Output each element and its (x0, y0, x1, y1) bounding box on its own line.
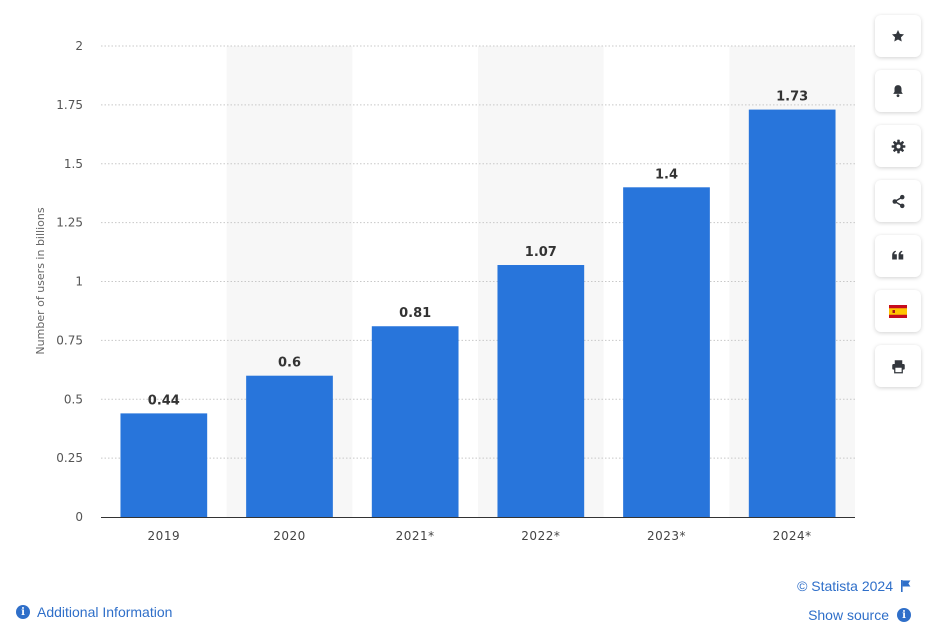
data-label: 0.81 (399, 306, 431, 321)
x-tick-label: 2023* (647, 529, 686, 543)
info-icon: i (16, 605, 30, 619)
share-icon (892, 194, 904, 208)
copyright-link[interactable]: © Statista 2024 (797, 577, 911, 595)
x-tick-label: 2021* (396, 529, 435, 543)
y-axis-label: Number of users in billions (34, 207, 47, 354)
x-tick-label: 2022* (521, 529, 560, 543)
y-axis-ticks: 0 0.25 0.5 0.75 1 1.25 1.5 1.75 2 (56, 39, 83, 524)
language-button[interactable] (875, 290, 921, 332)
show-source-text: Show source (808, 607, 889, 623)
data-labels: 0.44 0.6 0.81 1.07 1.4 1.73 (148, 90, 808, 409)
x-axis-ticks: 2019 2020 2021* 2022* 2023* 2024* (148, 529, 812, 543)
bar-2023*[interactable] (623, 187, 710, 518)
y-tick-label: 0.25 (56, 451, 83, 465)
data-label: 0.6 (278, 356, 301, 371)
copyright-text: © Statista 2024 (797, 578, 893, 594)
data-label: 1.4 (655, 167, 678, 182)
bar-2019[interactable] (120, 413, 208, 517)
y-tick-label: 1.75 (56, 98, 83, 112)
x-tick-label: 2020 (273, 529, 306, 543)
data-label: 1.73 (776, 90, 808, 105)
gear-icon (891, 139, 905, 153)
chart-toolbar (875, 15, 921, 400)
bars (120, 109, 836, 518)
bar-2021*[interactable] (371, 326, 459, 517)
y-tick-label: 1.25 (56, 216, 83, 230)
y-tick-label: 1.5 (64, 157, 83, 171)
favorite-button[interactable] (875, 15, 921, 57)
y-tick-label: 1 (75, 275, 83, 289)
bar-chart: 0 0.25 0.5 0.75 1 1.25 1.5 1.75 2 0.44 0.6 0.81 1.0… (34, 39, 855, 543)
settings-button[interactable] (875, 125, 921, 167)
bar-2024*[interactable] (748, 109, 836, 518)
bell-icon (893, 85, 903, 98)
y-tick-label: 2 (75, 39, 83, 53)
bar-2020[interactable] (246, 375, 333, 517)
share-button[interactable] (875, 180, 921, 222)
additional-information-text: Additional Information (37, 604, 173, 620)
info-icon: i (897, 608, 911, 622)
chart-footer: © Statista 2024 Show source i (797, 577, 911, 624)
cite-button[interactable] (875, 235, 921, 277)
data-label: 1.07 (525, 245, 557, 260)
show-source-link[interactable]: Show source i (797, 606, 911, 624)
star-icon (891, 30, 905, 42)
quote-icon (892, 250, 904, 260)
additional-information-link[interactable]: i Additional Information (16, 604, 172, 620)
flag-icon (901, 580, 911, 592)
x-tick-label: 2019 (148, 529, 181, 543)
data-label: 0.44 (148, 393, 180, 408)
print-button[interactable] (875, 345, 921, 387)
bar-2022*[interactable] (497, 265, 585, 517)
spain-flag-icon (889, 304, 907, 318)
printer-icon (891, 359, 905, 373)
y-tick-label: 0.5 (64, 392, 83, 406)
notification-button[interactable] (875, 70, 921, 112)
y-tick-label: 0 (75, 510, 83, 524)
x-tick-label: 2024* (773, 529, 812, 543)
y-tick-label: 0.75 (56, 333, 83, 347)
